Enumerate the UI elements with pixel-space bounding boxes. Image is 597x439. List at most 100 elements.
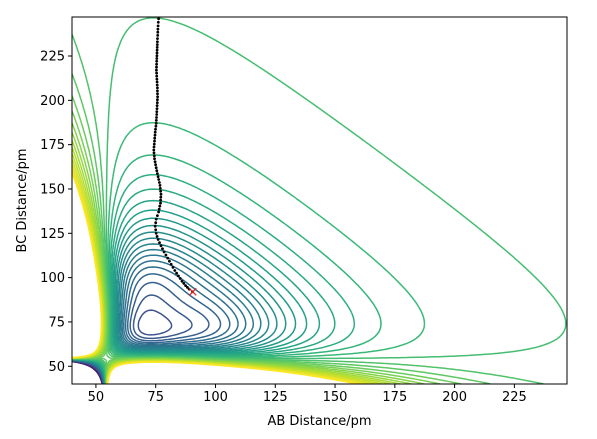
trajectory-point bbox=[154, 221, 158, 225]
trajectory-point bbox=[155, 43, 159, 46]
trajectory-point bbox=[159, 201, 162, 205]
trajectory-point bbox=[184, 284, 188, 287]
trajectory-point bbox=[154, 127, 157, 131]
trajectory-point bbox=[153, 133, 157, 137]
x-tick-label: 100 bbox=[203, 390, 228, 405]
trajectory-point bbox=[186, 286, 189, 289]
trajectory-point bbox=[158, 204, 162, 208]
trajectory-point bbox=[156, 40, 159, 44]
trajectory-point bbox=[154, 231, 158, 235]
trajectory-point bbox=[182, 282, 186, 285]
x-tick-label: 175 bbox=[382, 390, 407, 405]
trajectory-point bbox=[153, 224, 157, 228]
trajectory-point bbox=[156, 98, 159, 102]
trajectory-point bbox=[156, 24, 160, 28]
x-axis: 50 75 100 125 150 175 200 225 bbox=[88, 384, 527, 405]
trajectory-point bbox=[155, 235, 159, 238]
y-tick-label: 75 bbox=[48, 315, 65, 330]
contour-lines bbox=[72, 17, 567, 384]
trajectory-point bbox=[155, 107, 159, 110]
trajectory-point bbox=[158, 241, 161, 245]
trajectory-point bbox=[152, 148, 156, 152]
x-tick-label: 225 bbox=[502, 390, 527, 405]
trajectory-point bbox=[155, 48, 159, 52]
trajectory-point bbox=[156, 95, 160, 99]
trajectory-point bbox=[158, 187, 162, 190]
trajectory-point bbox=[169, 262, 173, 266]
trajectory-point bbox=[155, 54, 159, 58]
trajectory-point bbox=[175, 271, 179, 275]
y-tick-label: 200 bbox=[40, 94, 65, 109]
x-axis-label: AB Distance/pm bbox=[267, 414, 371, 429]
trajectory-point bbox=[154, 163, 158, 167]
trajectory-point bbox=[155, 62, 159, 66]
contour-level bbox=[72, 34, 544, 384]
end-marker-x bbox=[188, 287, 197, 296]
trajectory-point bbox=[158, 184, 162, 187]
trajectory-point bbox=[157, 210, 161, 214]
trajectory-point bbox=[156, 92, 159, 96]
trajectory-point bbox=[180, 279, 184, 283]
trajectory-point bbox=[154, 228, 158, 232]
y-tick-label: 175 bbox=[40, 138, 65, 153]
trajectory-point bbox=[157, 178, 161, 181]
trajectory-point bbox=[155, 59, 159, 63]
trajectory-point bbox=[154, 217, 158, 221]
trajectory-point bbox=[162, 250, 166, 254]
trajectory-point bbox=[156, 37, 159, 40]
trajectory-point bbox=[153, 130, 157, 134]
trajectory-point bbox=[159, 195, 163, 199]
trajectory-point bbox=[155, 113, 159, 116]
trajectory-point bbox=[154, 166, 158, 170]
x-tick-label: 200 bbox=[442, 390, 467, 405]
trajectory-point bbox=[159, 244, 163, 248]
contour-level bbox=[72, 95, 462, 384]
trajectory-point bbox=[152, 142, 156, 146]
trajectory-point bbox=[154, 124, 158, 128]
trajectory-point bbox=[157, 207, 161, 211]
trajectory-point bbox=[156, 20, 160, 24]
trajectory-point bbox=[156, 172, 159, 176]
y-tick-label: 50 bbox=[48, 360, 65, 375]
trajectory-point bbox=[159, 198, 163, 202]
trajectory-point bbox=[152, 151, 156, 155]
trajectory-point bbox=[155, 77, 159, 81]
plot-frame bbox=[71, 16, 568, 385]
trajectory-point bbox=[156, 89, 159, 93]
trajectory-point bbox=[155, 68, 158, 72]
trajectory-point bbox=[155, 101, 159, 105]
trajectory-point bbox=[156, 175, 160, 179]
y-tick-label: 150 bbox=[40, 182, 65, 197]
trajectory-point bbox=[155, 83, 159, 87]
x-tick-label: 150 bbox=[323, 390, 348, 405]
trajectory-point bbox=[156, 86, 159, 90]
trajectory-point bbox=[156, 238, 160, 241]
trajectory-point bbox=[157, 17, 161, 21]
trajectory-point bbox=[173, 269, 177, 272]
trajectory-point bbox=[155, 169, 159, 173]
trajectory-point bbox=[177, 274, 180, 278]
trajectory-point bbox=[155, 110, 159, 113]
trajectory-point bbox=[152, 145, 156, 149]
trajectory-point bbox=[153, 139, 156, 143]
trajectory-point bbox=[156, 30, 160, 34]
trajectory-point bbox=[168, 259, 171, 263]
trajectory-point bbox=[155, 116, 158, 119]
trajectory-point bbox=[155, 74, 159, 78]
trajectory-point bbox=[153, 160, 157, 164]
trajectory-point bbox=[155, 71, 159, 75]
contour-level bbox=[72, 172, 357, 384]
x-tick-label: 125 bbox=[263, 390, 288, 405]
trajectory-point bbox=[155, 57, 159, 60]
trajectory-point bbox=[155, 80, 159, 84]
trajectory-point bbox=[161, 247, 164, 251]
trajectory-point bbox=[155, 46, 159, 49]
trajectory-point bbox=[156, 34, 160, 37]
trajectory-point bbox=[156, 214, 159, 218]
trajectory-point bbox=[155, 51, 159, 55]
trajectory-point bbox=[154, 122, 158, 125]
trajectory bbox=[152, 17, 194, 294]
trajectory-point bbox=[158, 181, 161, 184]
